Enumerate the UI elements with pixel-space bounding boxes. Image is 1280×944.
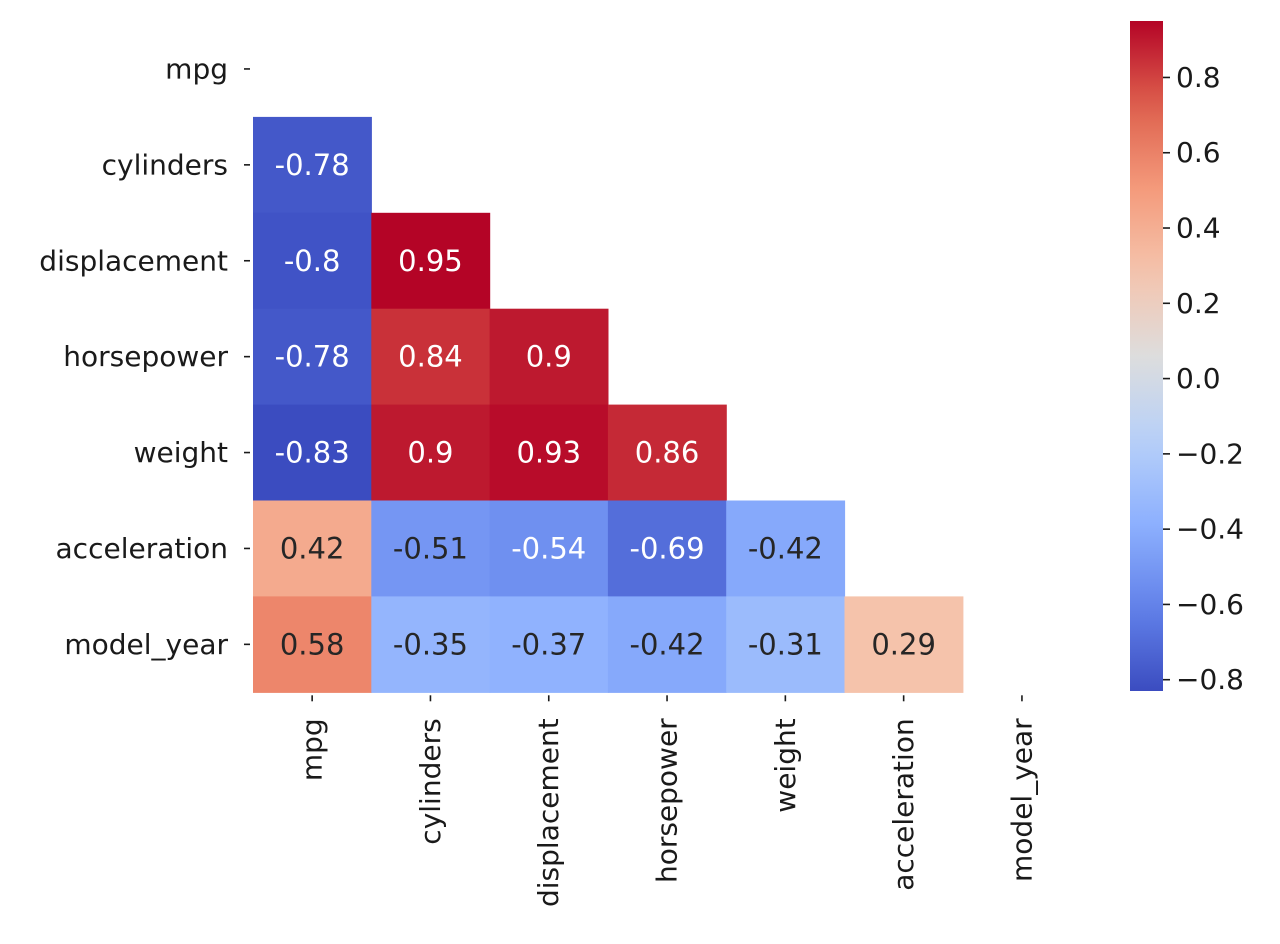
- cell-label-model-year-mpg: 0.58: [280, 627, 345, 661]
- colorbar-ticks: 0.8 0.6 0.4 0.2 0.0 −0.2 −0.4 −0.6 −0.8: [1163, 61, 1244, 696]
- heatmap-cell-model-year-mpg: [253, 596, 372, 693]
- cell-label-cylinders-mpg: -0.78: [275, 148, 350, 182]
- cell-label-horsepower-displacement: 0.9: [526, 340, 572, 374]
- cell-label-model-year-horsepower: -0.42: [630, 627, 705, 661]
- cell-label-model-year-acceleration: 0.29: [871, 627, 936, 661]
- heatmap-cell-weight-mpg: [253, 404, 372, 502]
- cell-label-weight-cylinders: 0.9: [407, 436, 453, 470]
- colorbar-tick-label-0-8: 0.8: [1176, 61, 1221, 94]
- cell-label-displacement-cylinders: 0.95: [398, 244, 463, 278]
- x-tick-label-displacement: displacement: [532, 718, 565, 907]
- y-tick-label-displacement: displacement: [39, 244, 228, 277]
- y-tick-label-cylinders: cylinders: [102, 148, 228, 181]
- heatmap-cell-model-year-displacement: [489, 596, 609, 693]
- heatmap-cell-cylinders-mpg: [253, 116, 372, 214]
- cell-label-weight-displacement: 0.93: [516, 436, 581, 470]
- x-tick-label-cylinders: cylinders: [414, 718, 447, 844]
- y-tick-label-horsepower: horsepower: [63, 340, 228, 373]
- cell-label-acceleration-displacement: -0.54: [511, 531, 586, 565]
- cell-annotations: -0.78 -0.8 0.95 -0.78 0.84 0.9 -0.83 0.9 0.93 0.8…: [275, 148, 936, 661]
- heatmap-cell-model-year-cylinders: [371, 596, 491, 693]
- heatmap-cell-acceleration-displacement: [489, 500, 609, 597]
- colorbar-tick-label-neg0-2: −0.2: [1176, 437, 1244, 470]
- heatmap-cell-horsepower-displacement: [489, 308, 609, 406]
- colorbar-tick-label-neg0-8: −0.8: [1176, 663, 1244, 696]
- heatmap-cell-acceleration-cylinders: [371, 500, 491, 597]
- heatmap-cell-displacement-mpg: [253, 212, 372, 310]
- cell-label-model-year-weight: -0.31: [748, 627, 823, 661]
- heatmap-cell-weight-cylinders: [371, 404, 491, 502]
- cell-label-acceleration-weight: -0.42: [748, 531, 823, 565]
- x-axis-ticks: mpg cylinders displacement horsepower weight…: [296, 695, 1038, 907]
- cell-label-acceleration-horsepower: -0.69: [630, 531, 705, 565]
- colorbar-tick-label-0-2: 0.2: [1176, 287, 1221, 320]
- heatmap-cell-horsepower-cylinders: [371, 308, 491, 406]
- y-tick-label-mpg: mpg: [165, 52, 228, 85]
- heatmap-cell-model-year-acceleration: [844, 596, 964, 693]
- cell-label-horsepower-mpg: -0.78: [275, 340, 350, 374]
- heatmap-cell-weight-displacement: [489, 404, 609, 502]
- colorbar: [1130, 21, 1163, 691]
- heatmap-cell-acceleration-mpg: [253, 500, 372, 597]
- x-tick-label-mpg: mpg: [296, 718, 329, 781]
- cell-label-acceleration-cylinders: -0.51: [393, 531, 468, 565]
- colorbar-tick-label-0: 0.0: [1176, 362, 1221, 395]
- cell-label-weight-horsepower: 0.86: [635, 436, 700, 470]
- y-tick-label-weight: weight: [134, 436, 228, 469]
- colorbar-tick-label-0-6: 0.6: [1176, 136, 1221, 169]
- colorbar-tick-label-neg0-6: −0.6: [1176, 588, 1244, 621]
- colorbar-tick-label-0-4: 0.4: [1176, 212, 1221, 245]
- cell-label-model-year-cylinders: -0.35: [393, 627, 468, 661]
- x-tick-label-acceleration: acceleration: [887, 718, 920, 890]
- cell-label-displacement-mpg: -0.8: [284, 244, 341, 278]
- cell-label-horsepower-cylinders: 0.84: [398, 340, 463, 374]
- heatmap-cell-horsepower-mpg: [253, 308, 372, 406]
- x-tick-label-model-year: model_year: [1005, 718, 1038, 882]
- colorbar-tick-label-neg0-4: −0.4: [1176, 513, 1244, 546]
- heatmap-cell-model-year-horsepower: [607, 596, 727, 693]
- heatmap-cell-weight-horsepower: [607, 404, 727, 502]
- heatmap-cell-acceleration-horsepower: [607, 500, 727, 597]
- cell-label-model-year-displacement: -0.37: [511, 627, 586, 661]
- y-tick-label-model-year: model_year: [64, 628, 228, 661]
- heatmap-cell-acceleration-weight: [726, 500, 846, 597]
- y-axis-ticks: mpg cylinders displacement horsepower weight…: [39, 52, 250, 661]
- heatmap-cell-model-year-weight: [726, 596, 846, 693]
- x-tick-label-weight: weight: [769, 718, 802, 812]
- heatmap-cell-displacement-cylinders: [371, 212, 491, 310]
- cell-label-weight-mpg: -0.83: [275, 436, 350, 470]
- y-tick-label-acceleration: acceleration: [56, 532, 228, 565]
- x-tick-label-horsepower: horsepower: [651, 718, 684, 883]
- cell-label-acceleration-mpg: 0.42: [280, 531, 345, 565]
- heatmap-cells: [253, 116, 964, 693]
